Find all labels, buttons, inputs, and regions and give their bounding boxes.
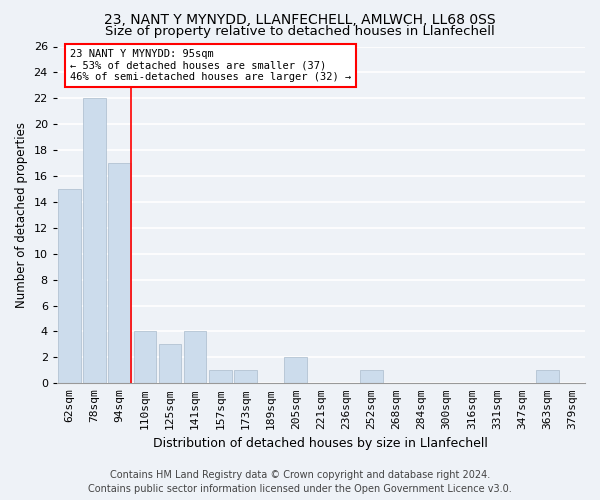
Bar (234, 370, 257, 384)
Text: 23, NANT Y MYNYDD, LLANFECHELL, AMLWCH, LL68 0SS: 23, NANT Y MYNYDD, LLANFECHELL, AMLWCH, … (104, 12, 496, 26)
Text: Size of property relative to detached houses in Llanfechell: Size of property relative to detached ho… (105, 25, 495, 38)
Bar (209, 370, 232, 384)
Bar (284, 358, 307, 384)
Bar (360, 370, 383, 384)
Text: Contains HM Land Registry data © Crown copyright and database right 2024.
Contai: Contains HM Land Registry data © Crown c… (88, 470, 512, 494)
X-axis label: Distribution of detached houses by size in Llanfechell: Distribution of detached houses by size … (154, 437, 488, 450)
Bar (134, 332, 156, 384)
Bar (158, 344, 181, 384)
Bar (83, 98, 106, 384)
Bar (536, 370, 559, 384)
Y-axis label: Number of detached properties: Number of detached properties (15, 122, 28, 308)
Bar (184, 332, 206, 384)
Bar (109, 163, 131, 384)
Bar (58, 189, 81, 384)
Text: 23 NANT Y MYNYDD: 95sqm
← 53% of detached houses are smaller (37)
46% of semi-de: 23 NANT Y MYNYDD: 95sqm ← 53% of detache… (70, 49, 351, 82)
